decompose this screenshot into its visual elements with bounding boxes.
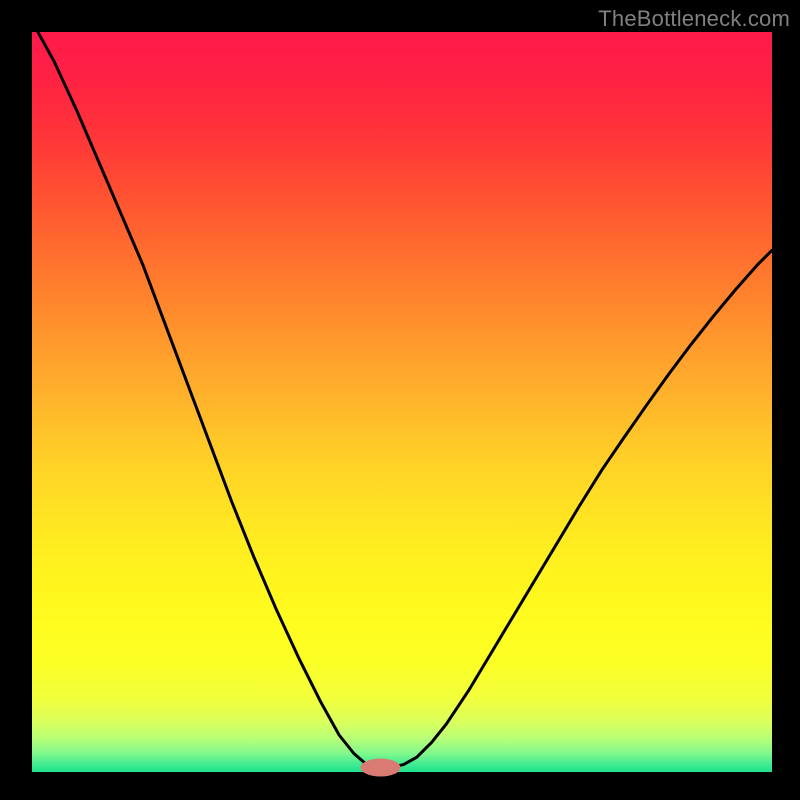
chart-plot-area <box>0 0 800 800</box>
plot-background-gradient <box>32 32 772 772</box>
bottleneck-chart: TheBottleneck.com <box>0 0 800 800</box>
optimal-point-marker <box>361 759 401 777</box>
watermark-label: TheBottleneck.com <box>598 6 790 32</box>
